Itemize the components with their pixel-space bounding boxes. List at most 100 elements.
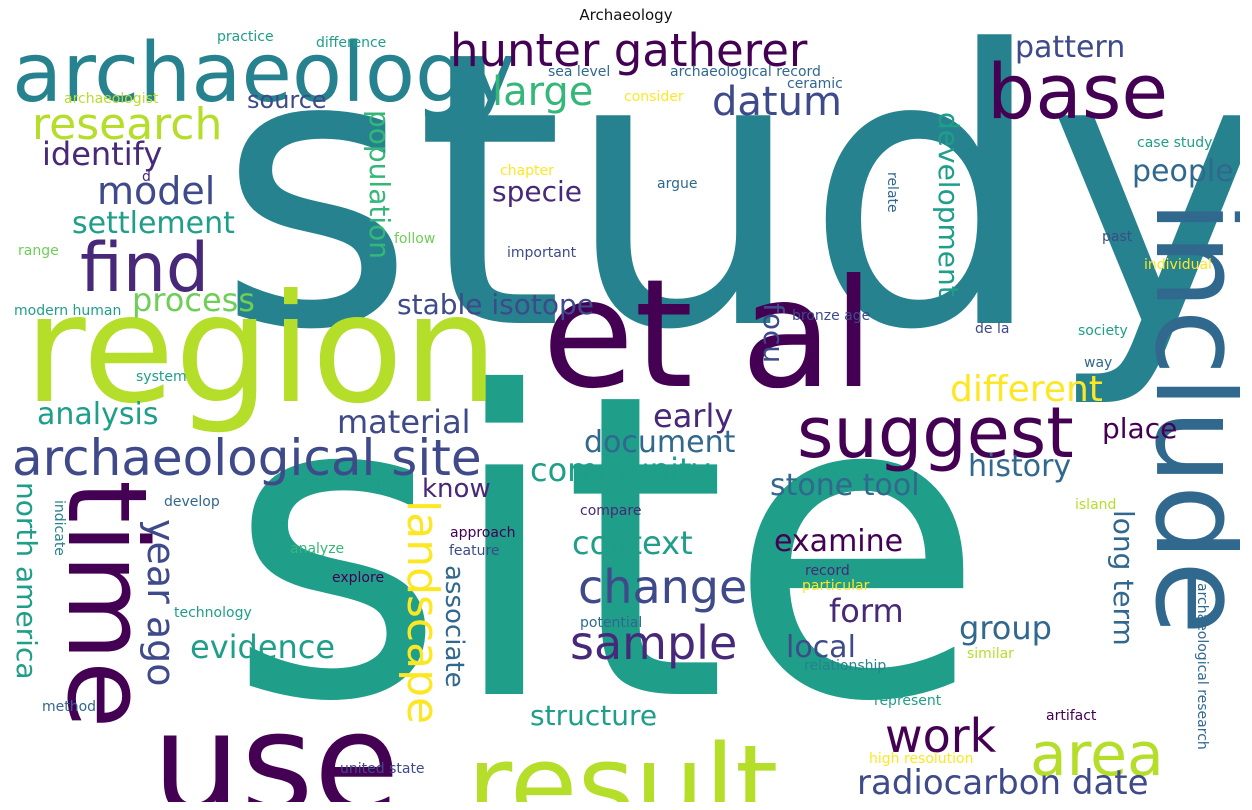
cloud-word-source: source [247, 86, 327, 114]
cloud-word-know: know [422, 474, 491, 504]
cloud-word-feature: feature [449, 543, 500, 559]
cloud-word-radiocarbon-date: radiocarbon date [857, 763, 1149, 802]
cloud-word-material: material [337, 403, 471, 441]
cloud-word-north-america: north america [12, 482, 43, 680]
cloud-word-form: form [829, 592, 904, 630]
cloud-word-base: base [987, 47, 1169, 136]
cloud-word-sample: sample [570, 616, 738, 670]
cloud-word-archaeological-site: archaeological site [12, 429, 482, 487]
cloud-word-change: change [578, 560, 748, 614]
cloud-word-large: large [492, 69, 594, 115]
cloud-word-year-ago: year ago [139, 519, 183, 687]
cloud-word-group: group [959, 609, 1052, 647]
cloud-word-bronze-age: bronze age [792, 308, 871, 324]
cloud-word-research: research [32, 99, 223, 150]
cloud-word-case-study: case study [1137, 135, 1213, 151]
cloud-word-compare: compare [580, 503, 642, 519]
cloud-word-high-resolution: high resolution [869, 751, 974, 767]
cloud-word-examine: examine [774, 524, 904, 559]
cloud-word-past: past [1102, 229, 1133, 245]
cloud-word-united-state: united state [340, 761, 425, 777]
cloud-word-potential: potential [580, 615, 643, 631]
cloud-word-use: use [152, 683, 400, 803]
cloud-word-archaeology: archaeology [12, 30, 516, 121]
cloud-word-local: local [786, 630, 856, 665]
cloud-word-de-la: de la [975, 321, 1010, 337]
cloud-word-history: history [968, 449, 1072, 484]
cloud-word-similar: similar [967, 646, 1014, 662]
word-cloud: study site region et al include use time result… [12, 30, 1240, 802]
cloud-word-important: important [507, 245, 577, 261]
chart-title: Archaeology [579, 6, 673, 24]
cloud-word-focu: focu [757, 303, 790, 364]
cloud-word-method: method [42, 699, 97, 715]
cloud-word-archaeological-research: archaeological research [1194, 583, 1210, 750]
cloud-word-practice: practice [217, 30, 274, 45]
cloud-word-society: society [1078, 323, 1128, 339]
cloud-word-associate: associate [439, 565, 469, 688]
cloud-word-site: site [227, 305, 986, 794]
cloud-word-pattern: pattern [1015, 30, 1126, 65]
cloud-word-archaeological-record: archaeological record [670, 64, 821, 80]
cloud-word-find: find [80, 229, 210, 308]
cloud-word-region: region [24, 263, 499, 437]
cloud-word-community: community [530, 451, 711, 489]
cloud-word-different: different [950, 369, 1103, 410]
cloud-word-early: early [653, 397, 734, 435]
cloud-word-follow: follow [394, 231, 436, 247]
cloud-word-settlement: settlement [72, 206, 235, 241]
cloud-word-suggest: suggest [797, 392, 1074, 474]
cloud-word-stable-isotope: stable isotope [397, 288, 595, 321]
cloud-word-represent: represent [874, 693, 942, 709]
cloud-word-et-al: et al [542, 248, 875, 422]
cloud-word-argue: argue [657, 176, 698, 192]
cloud-word-modern-human: modern human [14, 303, 122, 319]
cloud-word-analyze: analyze [290, 541, 345, 557]
cloud-word-document: document [584, 425, 736, 460]
cloud-word-range: range [18, 243, 59, 259]
cloud-word-climate-change: climate change [282, 474, 390, 490]
cloud-word-identify: identify [42, 135, 163, 173]
cloud-word-landscape: landscape [397, 500, 448, 725]
cloud-word-chapter: chapter [500, 163, 554, 179]
cloud-word-include: include [1128, 200, 1240, 635]
cloud-word-relate: relate [884, 172, 900, 213]
cloud-word-record: record [805, 563, 850, 579]
cloud-word-time: time [43, 480, 171, 729]
cloud-word-process: process [132, 281, 255, 319]
cloud-word-particular: particular [802, 578, 870, 594]
cloud-word-ceramic: ceramic [787, 76, 843, 92]
cloud-word-structure: structure [530, 699, 658, 732]
cloud-word-study: study [217, 30, 1240, 413]
cloud-word-place: place [1102, 412, 1178, 445]
cloud-word-development: development [932, 112, 965, 297]
cloud-word-model: model [97, 169, 216, 213]
cloud-word-individual: individual [1144, 257, 1212, 273]
cloud-word-hunter-gatherer: hunter gatherer [450, 30, 808, 77]
cloud-word-analysis: analysis [37, 397, 159, 432]
cloud-word-difference: difference [316, 35, 387, 51]
cloud-word-technology: technology [174, 605, 252, 621]
cloud-word-relationship: relationship [804, 658, 887, 674]
cloud-word-long-term: long term [1107, 510, 1140, 646]
cloud-word-people: people [1132, 154, 1234, 189]
cloud-word-consider: consider [624, 89, 684, 105]
cloud-word-archaeologist: archaeologist [64, 91, 159, 107]
cloud-word-work: work [885, 709, 997, 763]
cloud-word-system: system [136, 369, 187, 385]
cloud-word-population: population [363, 110, 396, 259]
cloud-word-area: area [1030, 720, 1164, 790]
cloud-word-way: way [1084, 355, 1113, 371]
cloud-word-evidence: evidence [190, 628, 336, 666]
cloud-word-d: d [142, 169, 151, 185]
cloud-word-result: result [467, 721, 779, 802]
cloud-word-indicate: indicate [51, 500, 67, 556]
cloud-word-sea-level: sea level [548, 64, 611, 80]
cloud-word-develop: develop [164, 494, 220, 510]
cloud-word-approach: approach [450, 525, 516, 541]
cloud-word-island: island [1075, 497, 1117, 513]
cloud-word-context: context [572, 524, 693, 562]
cloud-word-stone-tool: stone tool [770, 468, 920, 503]
cloud-word-specie: specie [492, 175, 582, 208]
cloud-word-artifact: artifact [1046, 708, 1097, 724]
